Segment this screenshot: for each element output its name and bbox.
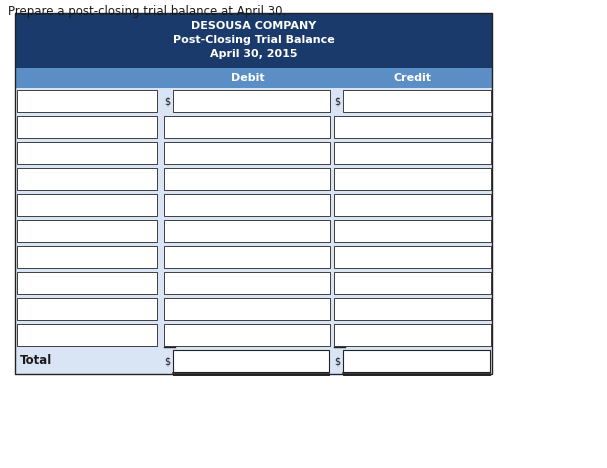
Text: Total: Total [20,354,52,367]
Bar [15,88,492,114]
Text: DESOUSA COMPANY: DESOUSA COMPANY [191,21,316,31]
Bar [17,90,157,112]
Bar [17,194,157,216]
Bar [164,246,330,268]
Bar [17,116,157,138]
Bar [15,68,492,88]
Bar [164,142,330,164]
Bar [334,324,491,346]
Bar [15,296,492,322]
Text: $: $ [164,356,170,366]
Bar [17,272,157,294]
Bar [15,348,492,374]
Bar [17,298,157,320]
Text: Credit: Credit [393,73,432,83]
Bar [15,140,492,166]
Bar [17,142,157,164]
Bar [17,246,157,268]
Bar [164,298,330,320]
Text: $: $ [334,96,340,106]
Bar [343,350,490,372]
Bar [343,90,491,112]
Bar [15,244,492,270]
Bar [334,246,491,268]
Bar [15,13,492,68]
Bar [164,116,330,138]
Bar [164,324,330,346]
Bar [15,322,492,348]
Text: $: $ [334,356,340,366]
Bar [15,192,492,218]
Text: Post-Closing Trial Balance: Post-Closing Trial Balance [172,35,334,45]
Bar [15,13,492,374]
Bar [334,220,491,242]
Bar [164,194,330,216]
Bar [164,220,330,242]
Bar [164,272,330,294]
Text: $: $ [164,96,170,106]
Bar [334,168,491,190]
Bar [334,142,491,164]
Bar [334,298,491,320]
Bar [15,218,492,244]
Bar [17,220,157,242]
Text: April 30, 2015: April 30, 2015 [210,49,297,59]
Bar [334,116,491,138]
Bar [15,114,492,140]
Bar [15,166,492,192]
Text: Prepare a post-closing trial balance at April 30.: Prepare a post-closing trial balance at … [8,5,287,18]
Text: Debit: Debit [231,73,265,83]
Bar [334,194,491,216]
Bar [173,90,330,112]
Bar [334,272,491,294]
Bar [164,168,330,190]
Bar [173,350,329,372]
Bar [17,324,157,346]
Bar [17,168,157,190]
Bar [15,270,492,296]
